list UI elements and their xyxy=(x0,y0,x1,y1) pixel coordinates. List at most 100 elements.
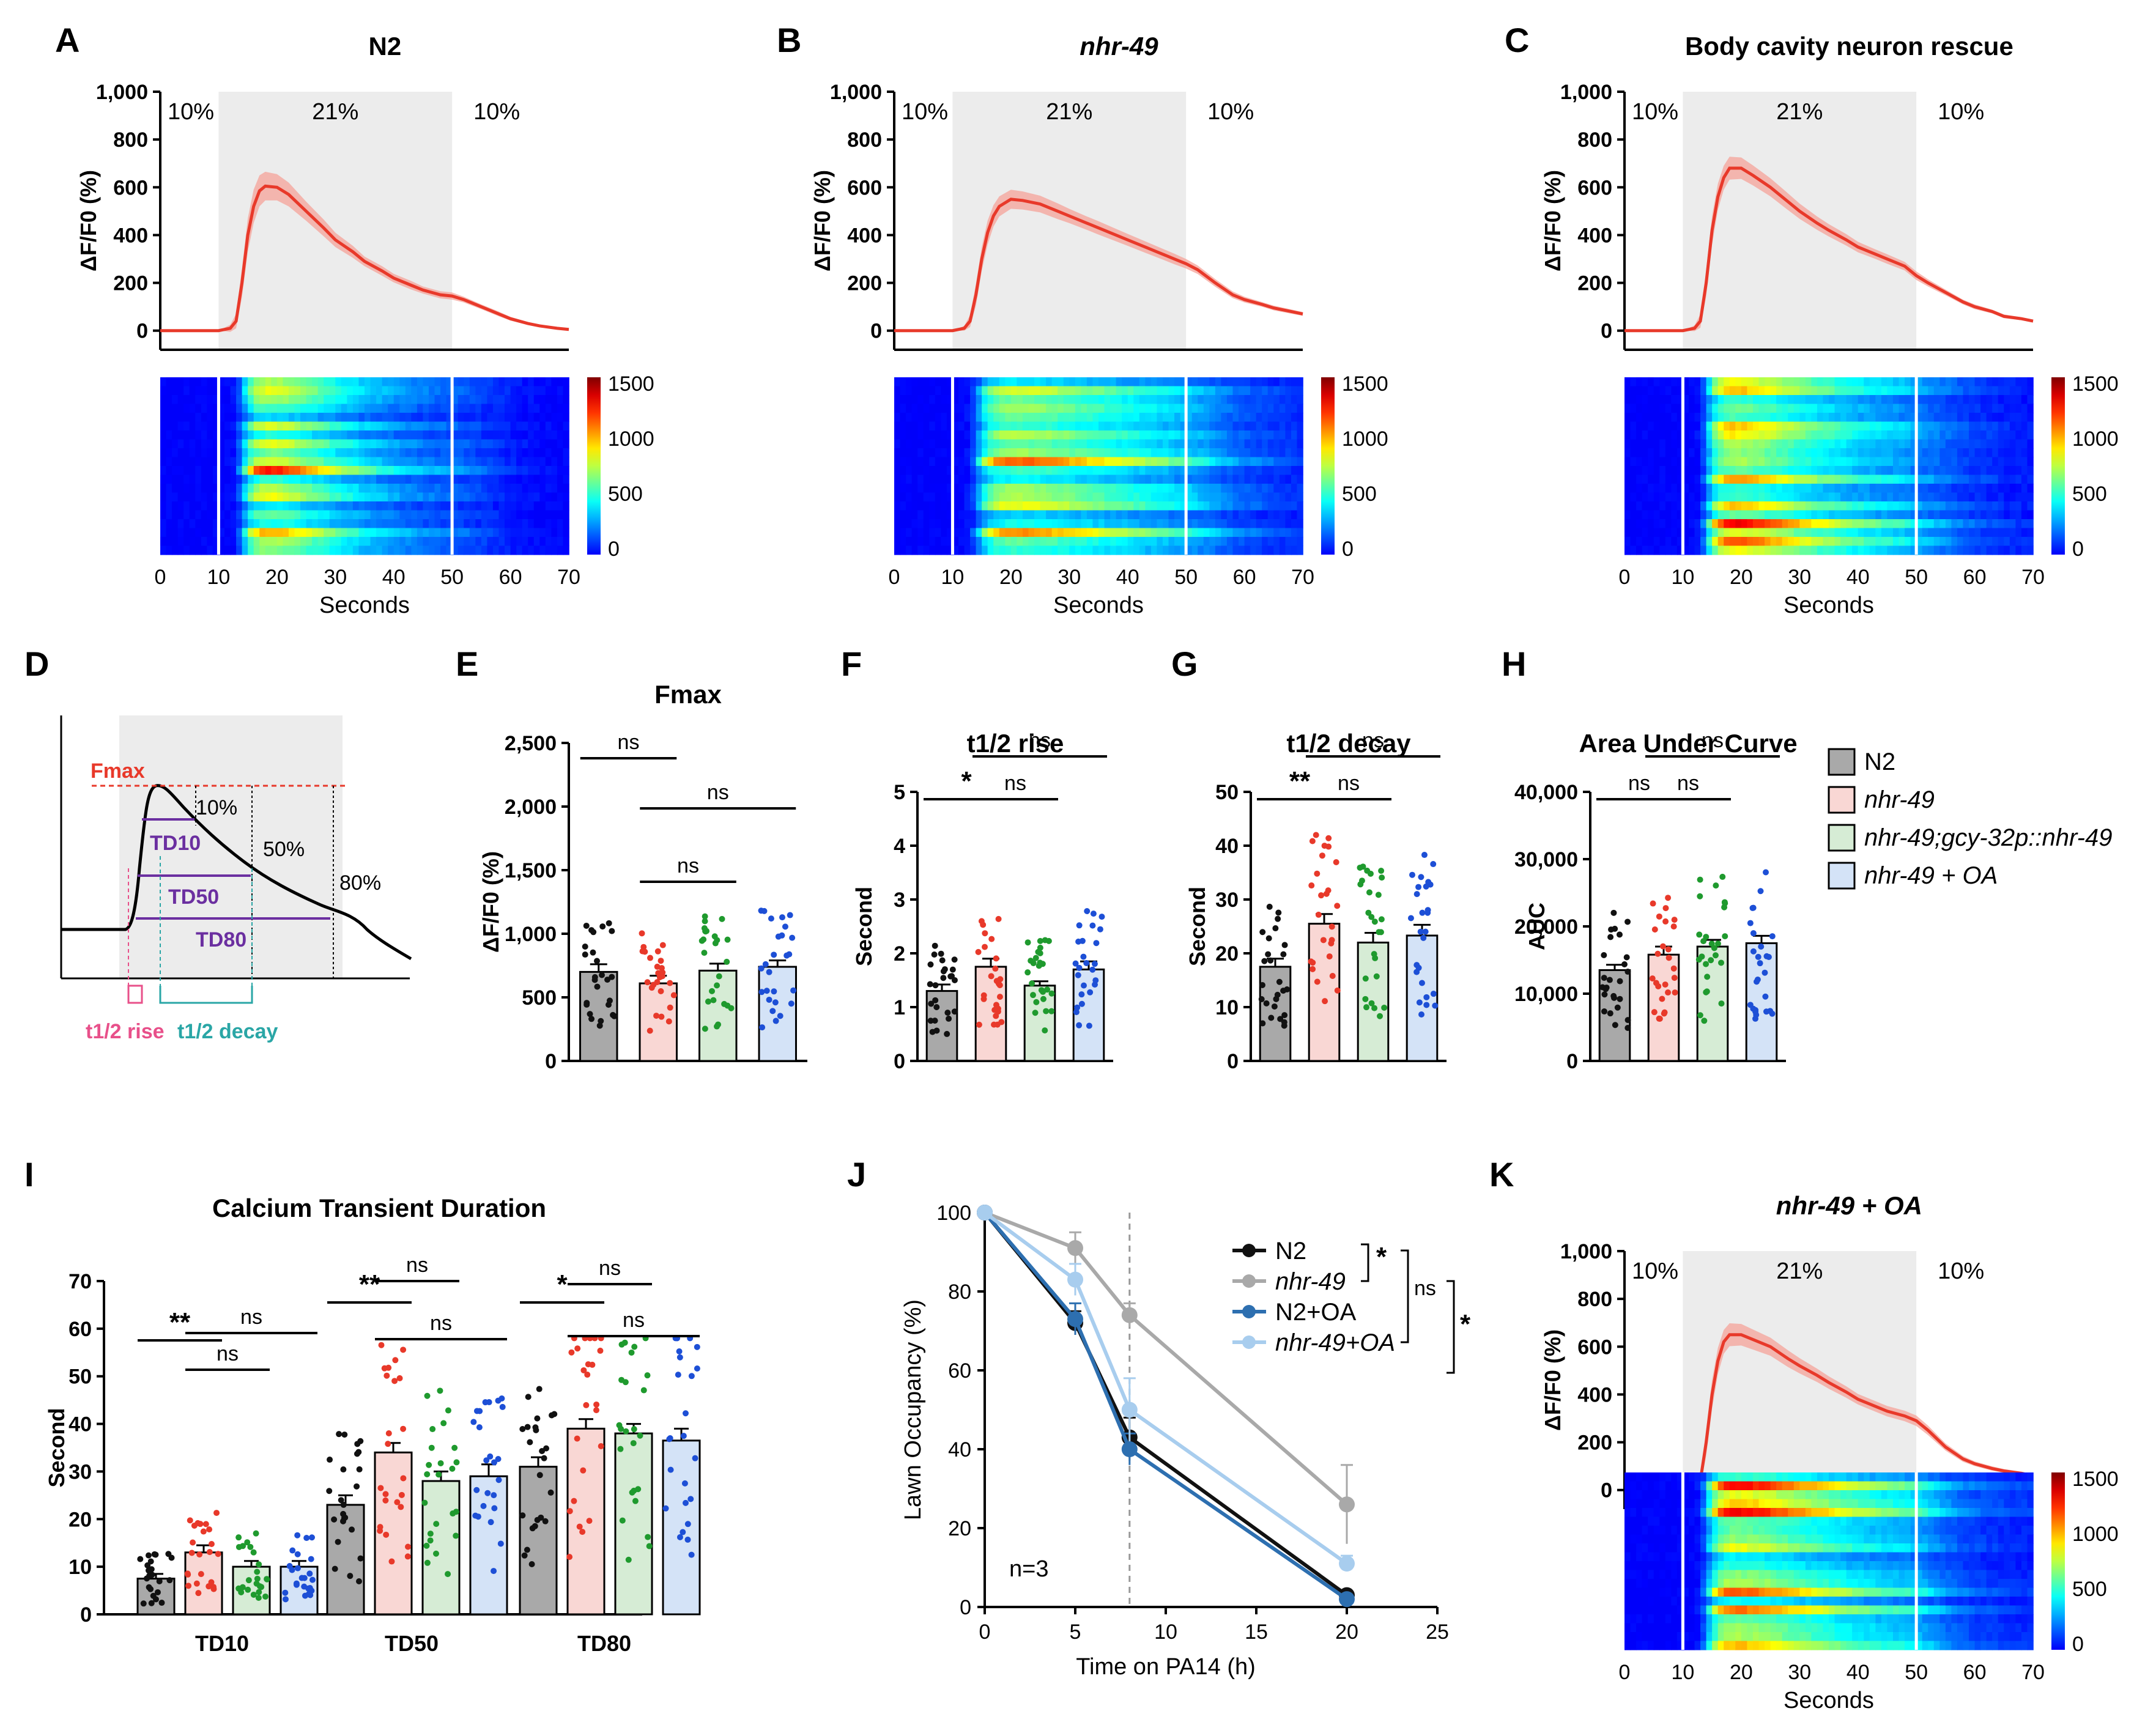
heatmap-cell xyxy=(1122,439,1128,449)
heatmap-cell xyxy=(428,528,435,537)
heatmap-cell xyxy=(1852,1534,1859,1544)
heatmap-cell xyxy=(1642,457,1648,467)
heatmap-cell xyxy=(388,528,395,537)
heatmap-cell xyxy=(1735,1516,1742,1526)
heatmap-cell xyxy=(253,413,261,423)
heatmap-cell xyxy=(1770,457,1777,467)
heatmap-cell xyxy=(1046,545,1053,555)
heatmap-cell xyxy=(195,421,202,431)
heatmap-cell xyxy=(539,519,546,529)
heatmap-cell xyxy=(329,475,336,484)
heatmap-cell xyxy=(475,421,482,431)
panel-letter-G: G xyxy=(1171,645,1198,683)
heatmap-cell xyxy=(475,501,482,511)
heatmap-cell xyxy=(1273,377,1280,387)
heatmap-cell xyxy=(1899,1490,1905,1500)
heatmap-cell xyxy=(1758,421,1765,431)
heatmap-cell xyxy=(283,484,289,493)
heatmap-cell xyxy=(1892,395,1900,405)
colorbar-label: 1000 xyxy=(2072,427,2119,451)
heatmap-cell xyxy=(1846,386,1853,396)
heatmap-cell xyxy=(1829,1472,1836,1482)
heatmap-cell xyxy=(195,545,202,555)
heatmap-cell xyxy=(1110,421,1117,431)
heatmap-cell xyxy=(300,545,307,555)
heatmap-cell xyxy=(2009,537,2017,547)
heatmap-cell xyxy=(405,528,412,537)
heatmap-cell xyxy=(1782,413,1788,423)
heatmap-cell xyxy=(248,439,254,449)
heatmap-cell xyxy=(1823,457,1829,467)
heatmap-cell xyxy=(1162,439,1169,449)
heatmap-cell xyxy=(1892,439,1900,449)
heatmap-cell xyxy=(189,519,196,529)
heatmap-cell xyxy=(440,439,447,449)
heatmap-cell xyxy=(1922,475,1929,484)
heatmap-cell xyxy=(900,421,906,431)
heatmap-cell xyxy=(166,519,172,529)
heatmap-cell xyxy=(539,404,546,413)
heatmap-cell xyxy=(1834,545,1841,555)
heatmap-cell xyxy=(1887,492,1894,502)
heatmap-cell xyxy=(399,448,406,458)
heatmap-cell xyxy=(365,501,371,511)
heatmap-cell xyxy=(1005,484,1012,493)
heatmap-cell xyxy=(1846,457,1853,467)
heatmap-cell xyxy=(1852,545,1859,555)
heatmap-cell xyxy=(1752,457,1760,467)
heatmap-cell xyxy=(1928,1508,1935,1518)
heatmap-cell xyxy=(563,377,569,387)
heatmap-cell xyxy=(1244,519,1251,529)
heatmap-cell xyxy=(1665,386,1672,396)
y-tick-label: 200 xyxy=(1577,1431,1612,1455)
heatmap-cell xyxy=(1933,1481,1941,1491)
heatmap-cell xyxy=(1724,519,1730,529)
heatmap-cell xyxy=(1040,545,1047,555)
heatmap-cell xyxy=(510,537,517,547)
heatmap-cell xyxy=(1700,492,1707,502)
heatmap-cell xyxy=(923,501,930,511)
heatmap-cell xyxy=(1969,475,1976,484)
heatmap-cell xyxy=(1040,519,1047,529)
heatmap-cell xyxy=(1980,1516,1987,1526)
heatmap-cell xyxy=(1741,1472,1748,1482)
heatmap-cell xyxy=(522,519,528,529)
heatmap-cell xyxy=(1133,537,1140,547)
heatmap-cell xyxy=(505,404,511,413)
heatmap-cell xyxy=(464,377,470,387)
heatmap-cell xyxy=(388,466,395,476)
heatmap-cell xyxy=(1992,475,1999,484)
heatmap-cell xyxy=(1659,377,1666,387)
heatmap-cell xyxy=(294,466,301,476)
heatmap-cell xyxy=(1986,395,1993,405)
heatmap-cell xyxy=(1910,1472,1917,1482)
heatmap-cell xyxy=(1905,492,1911,502)
heatmap-cell xyxy=(242,484,248,493)
heatmap-cell xyxy=(312,377,319,387)
heatmap-cell xyxy=(189,413,196,423)
heatmap-cell xyxy=(1209,537,1216,547)
heatmap-cell xyxy=(1881,510,1888,520)
heatmap-cell xyxy=(1875,519,1882,529)
heatmap-cell xyxy=(312,448,319,458)
heatmap-cell xyxy=(464,404,470,413)
heatmap-cell xyxy=(1980,413,1987,423)
heatmap-cell xyxy=(1665,1508,1672,1518)
heatmap-cell xyxy=(1215,404,1222,413)
heatmap-cell xyxy=(1127,421,1135,431)
heatmap-cell xyxy=(1209,510,1216,520)
heatmap-cell xyxy=(306,475,313,484)
heatmap-cell xyxy=(341,492,348,502)
heatmap-cell xyxy=(923,537,930,547)
heatmap-cell xyxy=(1671,457,1678,467)
heatmap-cell xyxy=(1729,1526,1736,1535)
heatmap-cell xyxy=(189,395,196,405)
colorbar-label: 500 xyxy=(2072,482,2107,506)
heatmap-cell xyxy=(189,501,196,511)
heatmap-cell xyxy=(900,484,906,493)
heatmap-cell xyxy=(218,413,225,423)
heatmap-cell xyxy=(492,413,500,423)
heatmap-cell xyxy=(1805,537,1812,547)
heatmap-cell xyxy=(312,537,319,547)
